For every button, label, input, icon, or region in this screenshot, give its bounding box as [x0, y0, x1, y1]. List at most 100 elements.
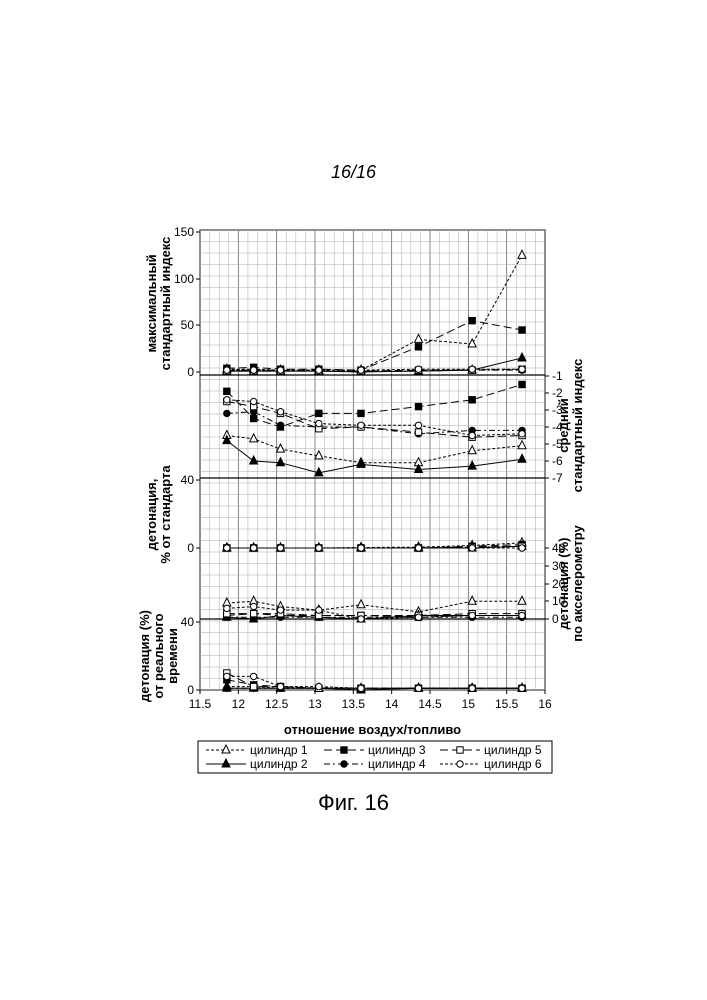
x-axis-title: отношение воздух/топливо [284, 722, 461, 737]
data-point [358, 545, 364, 551]
y-tick-label: 0 [187, 541, 194, 555]
data-point [250, 610, 256, 616]
x-tick-label: 16 [538, 697, 552, 711]
legend-label: цилиндр 2 [250, 757, 308, 771]
data-point [415, 429, 421, 435]
data-point [277, 367, 283, 373]
y-tick-label: 40 [181, 473, 195, 487]
data-point [358, 410, 364, 416]
legend-marker [457, 747, 463, 753]
y-axis-title-knock_standard: детонация,% от стандарта [144, 465, 173, 564]
legend-label: цилиндр 3 [368, 743, 426, 757]
data-point [316, 367, 322, 373]
data-point [316, 410, 322, 416]
data-point [277, 422, 283, 428]
data-point [250, 683, 256, 689]
data-point [469, 397, 475, 403]
legend-label: цилиндр 6 [484, 757, 542, 771]
data-point [224, 673, 230, 679]
data-point [519, 612, 525, 618]
data-point [358, 616, 364, 622]
data-point [250, 545, 256, 551]
y-axis-title-line: стандартный индекс [570, 359, 585, 493]
x-tick-label: 14.5 [418, 697, 442, 711]
data-point [316, 683, 322, 689]
y-axis-title-line: детонация, [144, 479, 159, 551]
x-tick-label: 13 [308, 697, 322, 711]
legend-label: цилиндр 5 [484, 743, 542, 757]
y-axis-title-line: времени [165, 628, 180, 684]
data-point [469, 317, 475, 323]
y-axis-title-line: стандартный индекс [158, 237, 173, 371]
y-tick-label: 40 [181, 615, 195, 629]
y-axis-max_index: 0 50 100 150 [174, 225, 200, 379]
x-tick-label: 12.5 [265, 697, 289, 711]
legend-marker [341, 747, 347, 753]
legend-label: цилиндр 4 [368, 757, 426, 771]
data-point [415, 614, 421, 620]
figure-caption: Фиг. 16 [0, 790, 707, 816]
legend-marker [341, 761, 347, 767]
data-point [469, 685, 475, 691]
data-point [358, 367, 364, 373]
data-point [519, 431, 525, 437]
data-point [224, 605, 230, 611]
data-point [277, 607, 283, 613]
y-axis-knock_standard: 0 40 [181, 473, 200, 555]
y-tick-label: 50 [181, 318, 195, 332]
y-tick-label: -7 [552, 471, 563, 485]
y-tick-label: -1 [552, 369, 563, 383]
y-axis-title-line: по акселерометру [570, 524, 585, 641]
y-axis-title-line: % от стандарта [158, 465, 173, 564]
x-axis: 11.51212.51313.51414.51515.516отношение … [189, 690, 552, 737]
y-tick-label: 150 [174, 225, 194, 239]
data-point [250, 398, 256, 404]
data-point [519, 327, 525, 333]
data-point [277, 683, 283, 689]
legend-label: цилиндр 1 [250, 743, 308, 757]
data-point [415, 422, 421, 428]
data-point [519, 366, 525, 372]
data-point [415, 545, 421, 551]
y-axis-title-knock_realtime: детонация (%)от реальноговремени [137, 610, 180, 702]
data-point [415, 344, 421, 350]
data-point [277, 545, 283, 551]
y-axis-title-line: средний [556, 398, 571, 453]
y-tick-label: 0 [187, 365, 194, 379]
data-point [224, 545, 230, 551]
data-point [519, 545, 525, 551]
y-axis-title-line: детонация (%) [137, 610, 152, 702]
data-point [469, 545, 475, 551]
data-point [224, 685, 230, 691]
y-tick-label: 100 [174, 272, 194, 286]
data-point [358, 422, 364, 428]
data-point [224, 397, 230, 403]
legend: цилиндр 1 цилиндр 3 цилиндр 5 цилиндр 2 цили… [198, 741, 552, 773]
data-point [224, 388, 230, 394]
data-point [224, 410, 230, 416]
data-point [469, 366, 475, 372]
data-point [316, 420, 322, 426]
data-point [469, 612, 475, 618]
data-point [519, 381, 525, 387]
data-point [250, 367, 256, 373]
y-tick-label: 0 [187, 683, 194, 697]
x-tick-label: 12 [232, 697, 246, 711]
y-tick-label: -2 [552, 386, 563, 400]
y-axis-title-line: детонация (%) [556, 538, 571, 630]
x-tick-label: 11.5 [189, 697, 212, 711]
y-tick-label: -6 [552, 454, 563, 468]
data-point [250, 673, 256, 679]
data-point [277, 409, 283, 415]
y-axis-title-line: максимальный [144, 254, 159, 352]
y-axis-title-line: от реального [151, 613, 166, 698]
y-axis-title-knock_accel: детонация (%)по акселерометру [556, 524, 585, 641]
x-tick-label: 15 [462, 697, 476, 711]
x-tick-label: 13.5 [342, 697, 366, 711]
data-point [250, 603, 256, 609]
data-point [316, 607, 322, 613]
x-tick-label: 14 [385, 697, 399, 711]
data-point [415, 366, 421, 372]
legend-marker [457, 761, 463, 767]
